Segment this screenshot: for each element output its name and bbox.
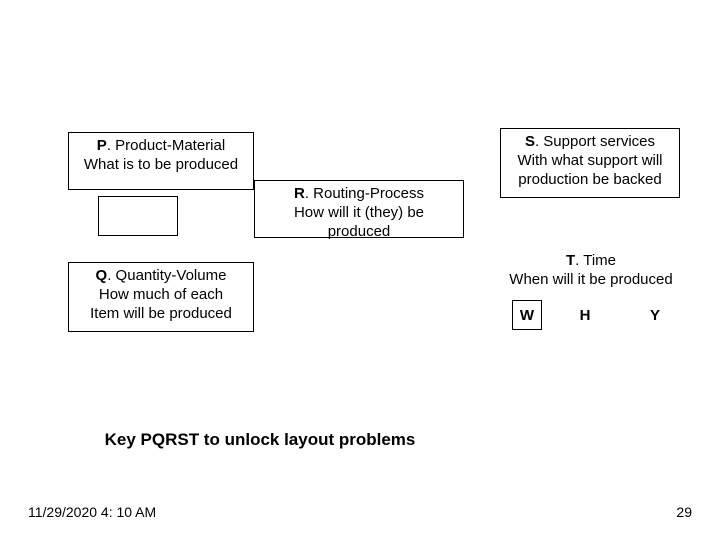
w-label: W [520,307,534,324]
box-q: Q. Quantity-Volume How much of each Item… [68,262,254,332]
box-w: W [512,300,542,330]
label-y: Y [640,300,670,330]
key-line: Key PQRST to unlock layout problems [0,430,520,450]
q-desc-2: Item will be produced [90,305,232,322]
q-title: . Quantity-Volume [107,267,226,284]
box-p: P. Product-Material What is to be produc… [68,132,254,190]
footer-datetime: 11/29/2020 4: 10 AM [28,504,156,520]
s-desc-1: With what support will [517,152,662,169]
p-title: . Product-Material [107,137,225,154]
box-s: S. Support services With what support wi… [500,128,680,198]
q-desc-1: How much of each [99,286,223,303]
label-h: H [570,300,600,330]
footer-page-number: 29 [676,504,692,520]
empty-box-under-p [98,196,178,236]
p-letter: P [97,137,107,154]
h-label: H [580,307,591,324]
slide: P. Product-Material What is to be produc… [0,0,720,540]
y-label: Y [650,307,660,324]
heading-t: T. Time When will it be produced [486,252,696,290]
t-desc: When will it be produced [509,271,672,288]
s-letter: S [525,133,535,150]
key-text: Key PQRST to unlock layout problems [105,430,416,449]
t-title: . Time [575,252,616,269]
p-desc: What is to be produced [84,156,238,173]
r-letter: R [294,185,305,202]
t-letter: T [566,252,575,269]
box-r: R. Routing-Process How will it (they) be… [254,180,464,238]
q-letter: Q [96,267,108,284]
s-title: . Support services [535,133,655,150]
r-title: . Routing-Process [305,185,424,202]
r-desc: How will it (they) be produced [294,204,424,240]
s-desc-2: production be backed [518,171,661,188]
